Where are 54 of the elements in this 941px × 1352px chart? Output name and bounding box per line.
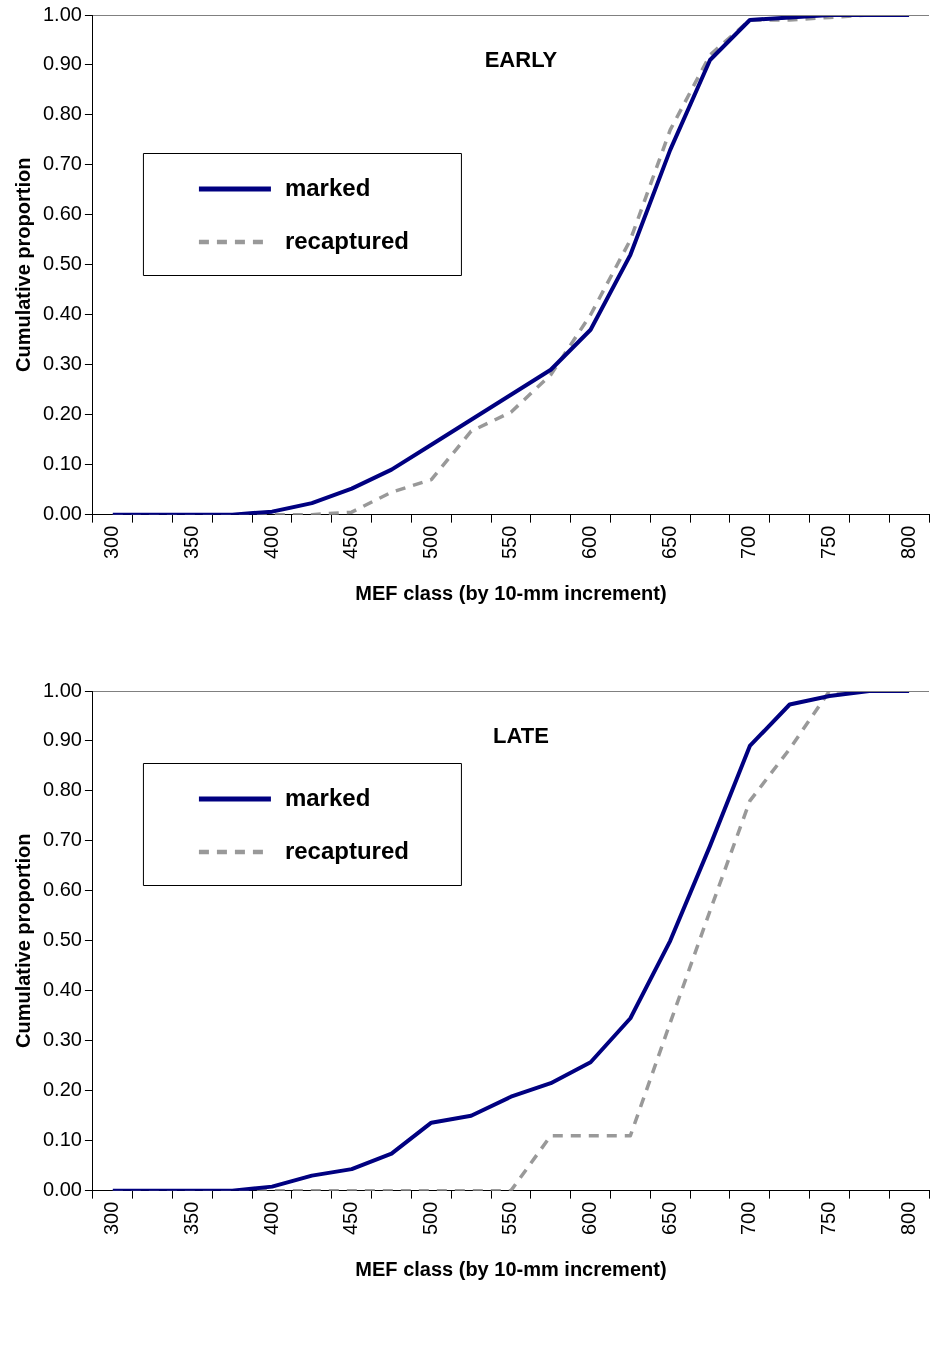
y-tick-label: 0.00 — [42, 502, 82, 525]
y-tick-label: 0.30 — [42, 1028, 82, 1051]
y-tick-label: 0.80 — [42, 102, 82, 125]
y-tick-label: 0.70 — [42, 152, 82, 175]
x-tick-label: 600 — [578, 525, 601, 560]
x-tick-label: 550 — [498, 1201, 521, 1236]
y-tick-label: 0.30 — [42, 352, 82, 375]
legend-label: recaptured — [284, 836, 409, 864]
x-tick-label: 750 — [816, 1201, 839, 1236]
y-tick-label: 0.20 — [42, 1078, 82, 1101]
x-tick-label: 700 — [737, 525, 760, 560]
x-axis-title: MEF class (by 10-mm increment) — [355, 581, 667, 604]
x-tick-label: 800 — [896, 1201, 919, 1236]
x-tick-label: 650 — [657, 1201, 680, 1236]
y-tick-label: 0.60 — [42, 202, 82, 225]
y-tick-label: 0.40 — [42, 978, 82, 1001]
x-tick-label: 350 — [179, 525, 202, 560]
x-tick-label: 800 — [896, 525, 919, 560]
y-tick-label: 0.00 — [42, 1178, 82, 1201]
legend-label: marked — [284, 173, 371, 201]
y-tick-label: 0.90 — [42, 52, 82, 75]
y-tick-label: 0.10 — [42, 452, 82, 475]
y-tick-label: 0.20 — [42, 402, 82, 425]
y-axis-title: Cumulative proportion — [11, 157, 34, 373]
x-tick-label: 650 — [657, 525, 680, 560]
x-tick-label: 550 — [498, 525, 521, 560]
x-tick-label: 450 — [339, 1201, 362, 1236]
x-tick-label: 400 — [259, 525, 282, 560]
y-tick-label: 0.90 — [42, 728, 82, 751]
y-tick-label: 0.50 — [42, 928, 82, 951]
x-tick-label: 700 — [737, 1201, 760, 1236]
x-tick-label: 350 — [179, 1201, 202, 1236]
y-tick-label: 0.80 — [42, 778, 82, 801]
x-tick-label: 500 — [418, 1201, 441, 1236]
y-tick-label: 0.40 — [42, 302, 82, 325]
y-tick-label: 0.70 — [42, 828, 82, 851]
y-tick-label: 1.00 — [42, 2, 82, 25]
x-tick-label: 300 — [100, 525, 123, 560]
x-tick-label: 750 — [816, 525, 839, 560]
legend-label: recaptured — [284, 226, 409, 254]
x-tick-label: 300 — [100, 1201, 123, 1236]
x-tick-label: 600 — [578, 1201, 601, 1236]
y-tick-label: 1.00 — [42, 678, 82, 701]
y-tick-label: 0.60 — [42, 878, 82, 901]
x-tick-label: 500 — [418, 525, 441, 560]
text: LATE — [493, 723, 549, 749]
x-tick-label: 450 — [339, 525, 362, 560]
y-tick-label: 0.10 — [42, 1128, 82, 1151]
text: EARLY — [484, 47, 558, 73]
y-tick-label: 0.50 — [42, 252, 82, 275]
legend-label: marked — [284, 783, 371, 811]
x-axis-title: MEF class (by 10-mm increment) — [355, 1257, 667, 1280]
x-tick-label: 400 — [259, 1201, 282, 1236]
y-axis-title: Cumulative proportion — [11, 833, 34, 1049]
